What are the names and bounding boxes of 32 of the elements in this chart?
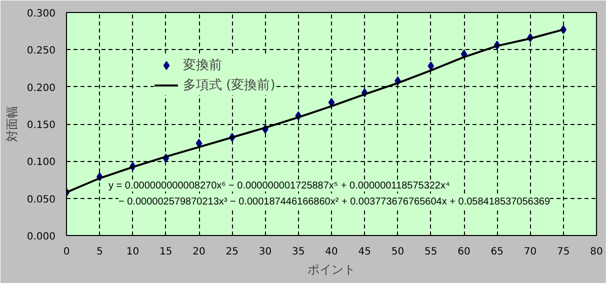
x-tick-label: 50 <box>391 246 404 258</box>
x-tick-label: 25 <box>226 246 238 258</box>
y-tick-label: 0.050 <box>26 194 56 206</box>
x-tick-label: 0 <box>63 246 70 258</box>
x-tick-label: 20 <box>192 246 206 258</box>
x-tick-label: 5 <box>96 246 103 258</box>
x-tick-label: 45 <box>358 246 371 258</box>
y-tick-label: 0.250 <box>26 46 56 57</box>
x-tick-label: 55 <box>424 246 438 258</box>
x-tick-label: 40 <box>325 246 338 258</box>
x-tick-label: 70 <box>524 246 537 258</box>
legend-label: 変換前 <box>183 57 222 74</box>
x-tick-label: 65 <box>490 246 504 258</box>
legend-label: 多項式 (変換前) <box>183 77 276 94</box>
x-tick-label: 15 <box>160 246 172 258</box>
y-tick-label: 0.100 <box>26 157 56 168</box>
y-axis-title: 対面幅 <box>4 106 19 142</box>
y-tick-label: 0.000 <box>26 232 56 242</box>
annotation: y = 0.000000000008270x⁶ − 0.000000001725887x⁵ + 0.000000118575322x⁴ <box>108 180 450 192</box>
y-tick-label: 0.200 <box>26 82 56 94</box>
y-tick-label: 0.300 <box>26 8 56 20</box>
x-axis-title: ポイント <box>308 262 356 276</box>
x-tick-label: 80 <box>590 246 603 258</box>
y-tick-label: 0.150 <box>26 120 56 131</box>
x-tick-label: 60 <box>458 246 470 258</box>
point <box>428 62 434 71</box>
annotation: − 0.000002579870213x³ − 0.000187446166860x² + 0.003773676765604x + 0.058418537056369 <box>118 196 550 208</box>
x-tick-label: 30 <box>258 246 272 258</box>
point <box>328 98 335 107</box>
x-tick-label: 10 <box>126 246 140 258</box>
x-tick-label: 75 <box>557 246 570 258</box>
x-tick-label: 35 <box>292 246 305 258</box>
